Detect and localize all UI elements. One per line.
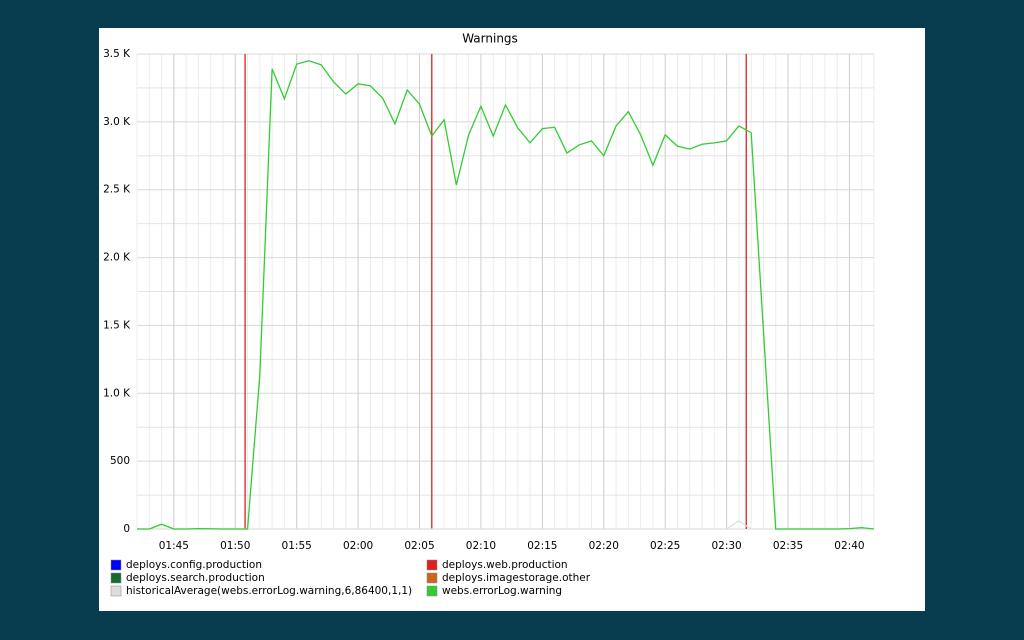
y-tick-label: 2.0 K [103, 252, 131, 264]
legend-label: deploys.search.production [126, 572, 265, 584]
y-tick-label: 1.5 K [103, 319, 131, 331]
legend-label: deploys.imagestorage.other [442, 572, 591, 584]
x-tick-label: 02:40 [834, 540, 864, 552]
legend-swatch [426, 559, 438, 571]
legend-label: webs.errorLog.warning [442, 585, 562, 597]
y-tick-label: 3.0 K [103, 116, 131, 128]
x-tick-label: 01:55 [282, 540, 312, 552]
y-tick-label: 500 [110, 455, 130, 467]
legend-label: deploys.config.production [126, 559, 262, 571]
legend-label: deploys.web.production [442, 559, 568, 571]
legend-swatch [110, 559, 122, 571]
x-tick-label: 02:25 [650, 540, 680, 552]
x-tick-label: 02:30 [711, 540, 741, 552]
y-tick-label: 3.5 K [103, 48, 131, 60]
legend-swatch [110, 585, 122, 597]
x-tick-label: 02:00 [343, 540, 373, 552]
series-line [137, 520, 874, 530]
x-tick-label: 02:05 [404, 540, 434, 552]
y-tick-label: 1.0 K [103, 387, 131, 399]
legend-swatch [426, 572, 438, 584]
legend-swatch [110, 572, 122, 584]
legend-swatch [426, 585, 438, 597]
x-tick-label: 02:15 [527, 540, 557, 552]
x-tick-label: 02:35 [773, 540, 803, 552]
series-line [137, 60, 875, 530]
legend-label: historicalAverage(webs.errorLog.warning,… [126, 585, 412, 597]
x-tick-label: 02:10 [466, 540, 496, 552]
chart-title: Warnings [462, 32, 518, 46]
x-tick-label: 01:45 [159, 540, 189, 552]
x-tick-label: 01:50 [220, 540, 250, 552]
y-tick-label: 0 [123, 523, 130, 535]
x-tick-label: 02:20 [589, 540, 619, 552]
chart-panel [99, 28, 925, 611]
y-tick-label: 2.5 K [103, 184, 131, 196]
